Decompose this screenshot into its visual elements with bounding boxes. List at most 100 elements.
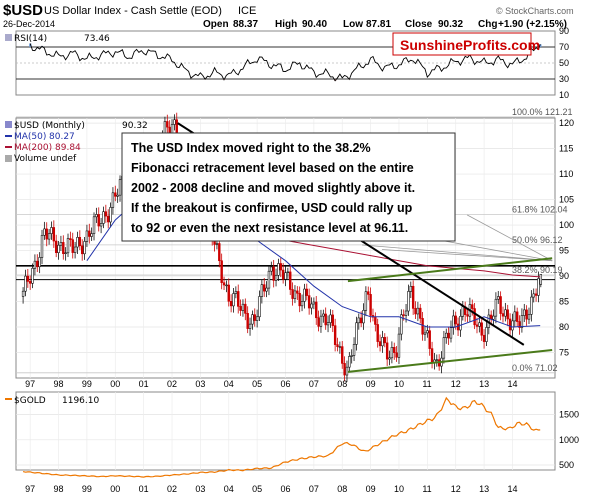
candle-body (397, 333, 401, 358)
price-x-tick-label: 08 (337, 379, 347, 389)
rsi-tick-label: 70 (559, 42, 569, 52)
watermark-frame (392, 32, 532, 56)
price-tick-label: 75 (559, 348, 569, 358)
candle-body (442, 337, 446, 359)
candle-body (369, 294, 372, 316)
close-value: 90.32 (438, 19, 463, 30)
candle-body (31, 267, 34, 284)
candle-body (423, 332, 427, 335)
convergence-line (466, 214, 553, 262)
candle-body (331, 314, 334, 326)
candle-body (466, 314, 469, 317)
price-x-tick-label: 03 (195, 379, 205, 389)
ma50-value: 80.27 (49, 132, 75, 142)
candle-body (324, 313, 327, 326)
annotation-line-3: 2002 - 2008 decline and moved slightly a… (131, 181, 415, 195)
rsi-tick-label: 90 (559, 26, 569, 36)
candle-body (272, 266, 275, 281)
price-x-tick-label: 98 (54, 379, 64, 389)
candle-body (263, 284, 266, 292)
candle-body (244, 303, 247, 314)
low-label: Low (343, 19, 363, 30)
candle-body (92, 216, 96, 234)
candle-body (286, 271, 290, 274)
candle-body (478, 322, 481, 327)
candle-body (260, 284, 264, 297)
candle-body (480, 322, 483, 336)
candle-body (111, 192, 115, 208)
candle-body (539, 274, 543, 285)
candle-body (43, 228, 46, 236)
candle-body (284, 272, 287, 280)
candle-body (447, 332, 450, 339)
candle-body (459, 315, 462, 331)
price-tick-label: 80 (559, 322, 569, 332)
index-name: US Dollar Index - Cash Settle (EOD) (44, 5, 222, 17)
gold-x-tick-label: 01 (139, 484, 149, 494)
candle-body (504, 309, 507, 317)
candle-body (36, 260, 39, 268)
gold-x-tick-label: 09 (366, 484, 376, 494)
candle-body (265, 287, 268, 292)
rsi-label: RSI(14) (14, 34, 47, 44)
candle-body (534, 293, 538, 296)
gold-legend: $GOLD 1196.10 (5, 396, 99, 406)
green-trendline (347, 348, 553, 373)
candle-body (523, 309, 526, 316)
price-x-tick-label: 04 (224, 379, 234, 389)
candle-body (277, 263, 280, 276)
price-tick-label: 100 (559, 220, 574, 230)
candle-body (85, 230, 89, 242)
price-x-tick-label: 11 (422, 379, 431, 389)
candle-body (456, 323, 460, 331)
gold-x-tick-label: 02 (167, 484, 177, 494)
gold-x-tick-label: 98 (54, 484, 64, 494)
candle-body (343, 363, 346, 376)
symbol: $USD (3, 2, 43, 19)
watermark-text: SunshineProfits.com (400, 37, 540, 53)
candle-body (47, 233, 51, 240)
gold-line (22, 396, 541, 478)
candle-body (109, 207, 112, 223)
candle-body (279, 263, 282, 271)
candle-body (73, 246, 77, 253)
candle-body (296, 290, 299, 294)
gold-tick-label: 1500 (559, 410, 579, 420)
watermark: SunshineProfits.com (392, 32, 540, 56)
candle-body (350, 355, 353, 357)
candle-body (78, 237, 82, 247)
date: 26-Dec-2014 (3, 19, 55, 29)
candle-body (430, 348, 434, 364)
annotation-box: The USD Index moved right to the 38.2% F… (121, 132, 456, 242)
price-legend: $USD (Monthly) 90.32 MA(50) 80.27 MA(200… (5, 121, 148, 164)
candle-body (69, 238, 72, 240)
candle-body (90, 233, 93, 237)
candle-body (88, 230, 91, 237)
green-trendline (347, 257, 553, 283)
price-tick-label: 110 (559, 169, 573, 179)
candle-body (76, 237, 79, 248)
candle-body (435, 359, 438, 361)
candle-body (506, 309, 509, 320)
candle-body (501, 313, 505, 317)
candle-body (345, 366, 349, 376)
rsi-line (29, 43, 541, 82)
candle-body (66, 238, 70, 254)
price-legend-swatch (5, 121, 12, 128)
candle-body (513, 311, 517, 322)
candle-body (246, 313, 249, 329)
candle-body (52, 227, 56, 242)
price-x-tick-label: 10 (394, 379, 404, 389)
candle-body (471, 304, 474, 309)
candle-body (497, 296, 500, 300)
price-tick-label: 120 (559, 118, 574, 128)
convergence-line (362, 244, 553, 262)
candle-body (359, 317, 363, 324)
candle-body (21, 290, 25, 297)
candle-body (99, 223, 103, 227)
candle-body (118, 179, 122, 196)
price-tick-label: 90 (559, 271, 569, 281)
candle-body (114, 192, 117, 197)
